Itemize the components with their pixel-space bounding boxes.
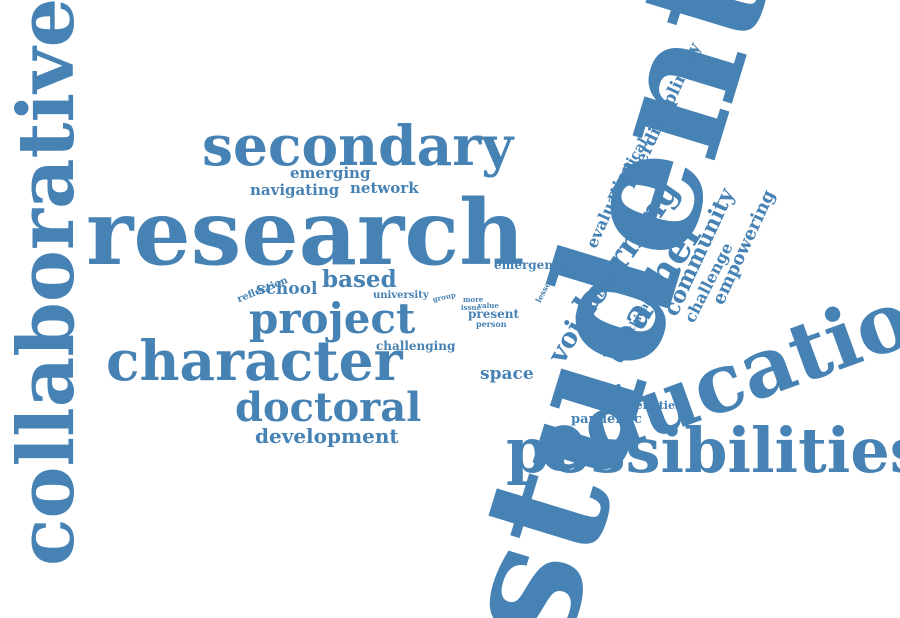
word-value: value (478, 301, 499, 310)
word-based: based (322, 266, 397, 293)
word-challenging: challenging (376, 339, 456, 353)
word-universities: universities (609, 399, 682, 412)
word-possibilities: possibilities (506, 414, 900, 487)
word-emerging: emerging (290, 164, 371, 182)
word-emergency: emergency (494, 258, 568, 272)
word-present: present (468, 307, 520, 321)
word-space: space (480, 364, 534, 384)
word-network: network (350, 179, 419, 197)
word-navigating: navigating (250, 181, 340, 199)
word-doctoral: doctoral (235, 384, 422, 431)
word-secondary: secondary (202, 113, 514, 178)
word-project: project (249, 294, 416, 343)
word-collaborative: collaborative (1, 0, 92, 566)
word-university: university (373, 290, 429, 301)
word-person: person (476, 319, 507, 329)
word-character: character (106, 328, 403, 393)
word-pandemic: pandemic (571, 412, 642, 427)
word-issue: issue (461, 303, 482, 312)
word-research: research (86, 180, 525, 286)
word-group: group (431, 290, 457, 304)
word-development: development (255, 424, 399, 448)
word-more: more (463, 295, 484, 304)
word-school: school (256, 279, 318, 299)
